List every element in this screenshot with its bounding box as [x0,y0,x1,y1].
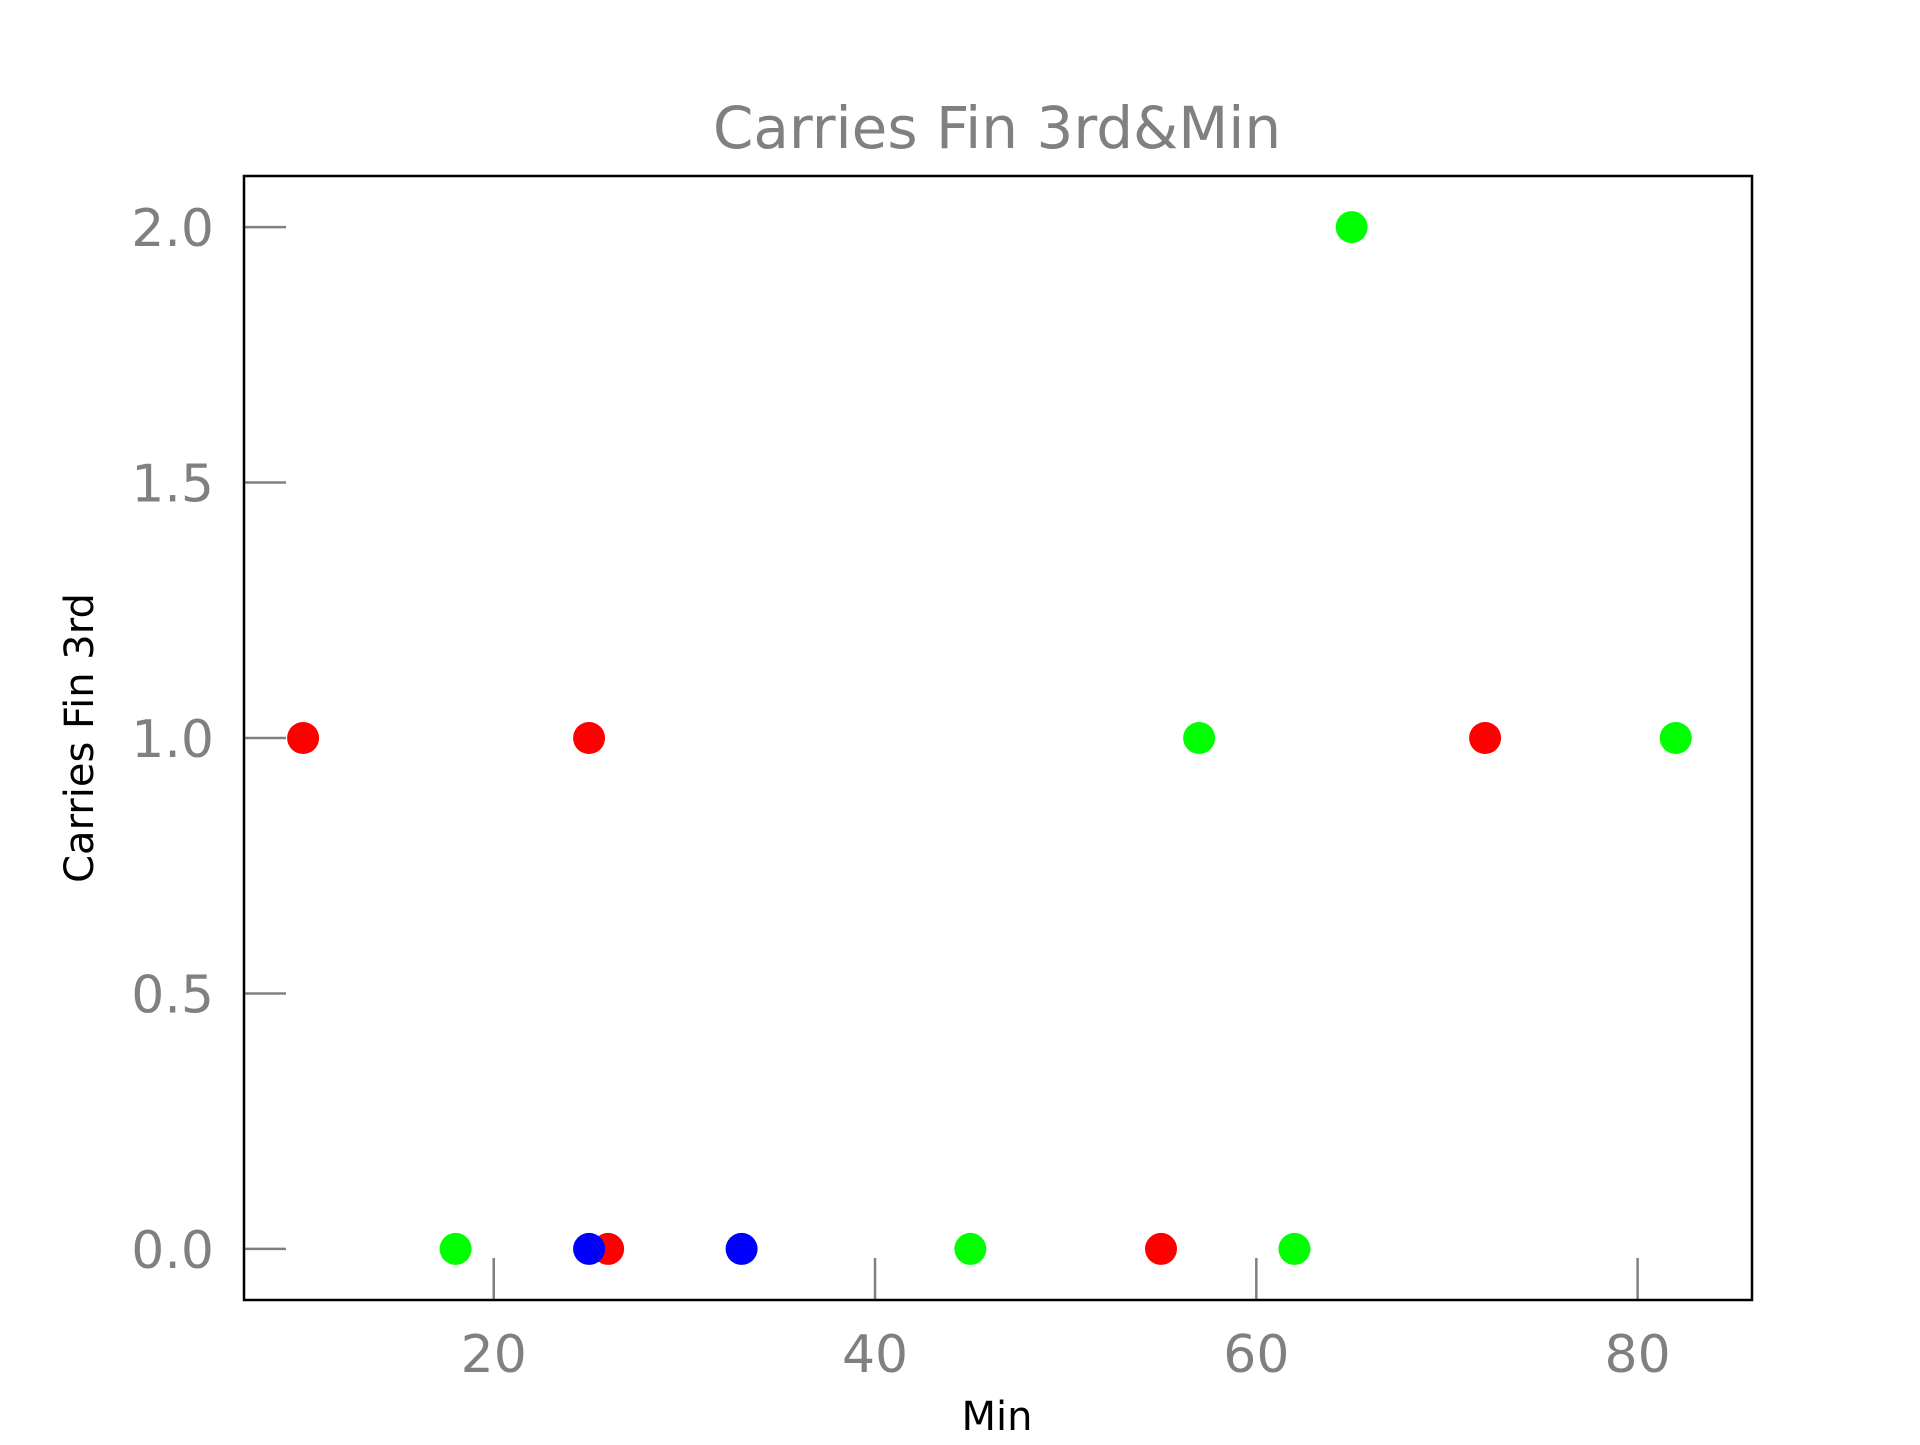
data-point-1 [287,722,320,754]
x-tick-label-80: 80 [1605,1325,1671,1385]
y-axis-label: Carries Fin 3rd [57,593,103,883]
data-point-13 [725,1232,758,1265]
data-point-6 [439,1232,472,1265]
data-point-4 [1145,1232,1178,1265]
y-tick-label-1.5: 1.5 [131,455,214,515]
data-points [287,211,1692,1265]
data-point-2 [573,722,606,754]
data-point-10 [1335,211,1368,244]
y-tick-label-0.0: 0.0 [131,1221,214,1281]
y-tick-label-0.5: 0.5 [131,965,214,1025]
x-axis-label: Min [962,1394,1033,1440]
y-tick-label-2.0: 2.0 [131,199,214,259]
axis-ticks: 20 40 60 80 0.0 0.5 1.0 1.5 2.0 [131,199,1670,1385]
chart-title: Carries Fin 3rd&Min [713,94,1281,162]
y-tick-label-1.0: 1.0 [131,710,214,770]
data-point-9 [1278,1232,1311,1265]
data-point-5 [1469,722,1502,754]
data-point-12 [573,1232,606,1265]
x-tick-label-40: 40 [842,1325,908,1385]
data-point-11 [1659,722,1692,754]
x-tick-label-60: 60 [1223,1325,1289,1385]
data-point-8 [1183,722,1216,754]
data-point-7 [954,1232,987,1265]
x-tick-label-20: 20 [461,1325,527,1385]
plot-frame [242,174,1754,1302]
